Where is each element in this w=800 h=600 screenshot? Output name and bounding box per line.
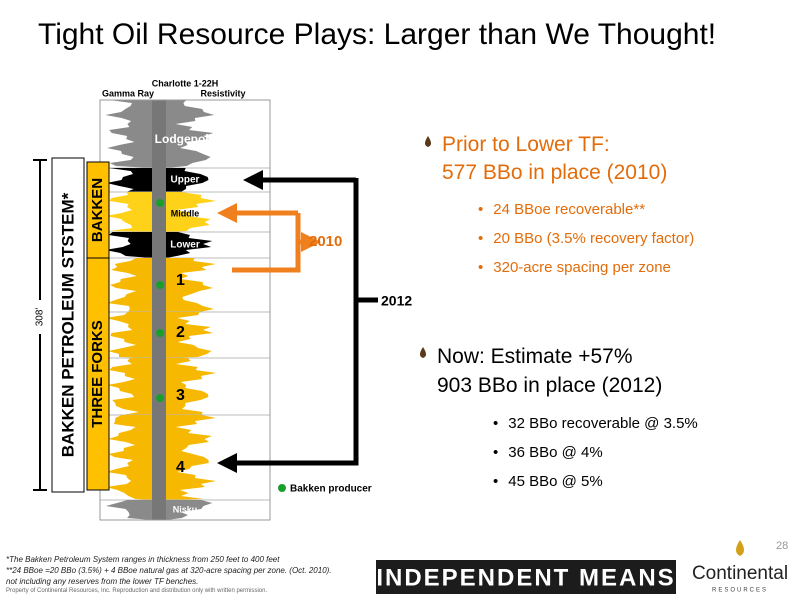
bullet: • 36 BBo @ 4% [493,438,698,467]
bullet: • 32 BBo recoverable @ 3.5% [493,409,698,438]
footnote: not including any reserves from the lowe… [6,577,199,586]
resistivity-fill [166,500,213,520]
gamma-fill [106,168,152,192]
bullet-list: • 32 BBo recoverable @ 3.5% • 36 BBo @ 4% • 4… [493,409,698,496]
bullet: • 45 BBo @ 5% [493,467,698,496]
bullet-text: 20 BBo (3.5% recovery factor) [493,230,695,247]
system-box [51,157,85,493]
resistivity-fill [166,258,216,312]
bullet: • 20 BBo (3.5% recovery factor) [478,224,694,253]
formation-label: Lower [170,240,200,251]
track-label: Resistivity [200,88,245,98]
bullet-text: 24 BBoe recoverable** [493,201,646,218]
gamma-fill [105,232,152,258]
gamma-fill [107,258,152,312]
legend-dot [278,484,286,492]
bullet-dot: • [478,201,484,218]
producer-dot [156,394,164,402]
resistivity-fill [166,100,215,168]
resistivity-fill [166,192,217,232]
page-number: 28 [776,540,789,552]
arrow-2012 [217,178,359,473]
formation-label: Lodgepole [155,132,216,146]
system-label: BAKKEN PETROLEUM STSTEM* [58,192,77,457]
gamma-fill [106,415,152,500]
formation-label: 3 [176,387,185,404]
footer-banner [376,560,676,594]
logo: Continental [692,563,788,584]
producer-dot [156,281,164,289]
bullet-icons [420,136,431,358]
producer-dot [156,329,164,337]
logo-sub: RESOURCES [712,588,768,594]
footer-banner-text: INDEPENDENT MEANS [376,564,675,591]
legend-label: Bakken producer [290,484,372,495]
arrow-label: 2012 [381,293,412,309]
arrow-label: 2010 [309,233,342,250]
formation-label: 4 [176,459,185,476]
resistivity-fill [166,358,217,415]
resistivity-fill [166,415,217,500]
slide-title: Tight Oil Resource Plays: Larger than We… [38,18,717,51]
resistivity-fill [166,168,209,192]
resistivity-fill [166,312,213,358]
label-bg [30,300,50,334]
bullet: • 24 BBoe recoverable** [478,195,694,224]
footnote: *The Bakken Petroleum System ranges in t… [6,555,280,564]
section-heading: 577 BBo in place (2010) [442,161,668,184]
thickness-label: 308' [35,308,46,327]
bullet-text: 45 BBo @ 5% [508,473,603,490]
gamma-fill [105,100,152,168]
bullet-text: 320-acre spacing per zone [493,259,671,276]
bullet-dot: • [493,473,499,490]
bullet-dot: • [478,259,484,276]
bakken-label: BAKKEN [89,178,106,242]
bullet: • 320-acre spacing per zone [478,253,694,282]
gamma-fill [105,192,152,232]
bullet-dot: • [493,444,499,461]
gamma-fill [105,312,152,358]
formation-label: 1 [176,272,185,289]
bullet-text: 36 BBo @ 4% [508,444,603,461]
track-label: Gamma Ray [102,88,154,98]
resistivity-fill [166,232,213,258]
bullet-dot: • [478,230,484,247]
footnote: **24 BBoe =20 BBo (3.5%) + 4 BBoe natura… [6,566,332,575]
footnote: Property of Continental Resources, Inc. … [6,588,268,594]
three-forks-label: THREE FORKS [89,320,106,428]
logo-drop [736,540,744,556]
gamma-fill [107,358,152,415]
three-forks-bar [86,257,110,491]
bullet-text: 32 BBo recoverable @ 3.5% [508,415,698,432]
log-zones: Lodgepole Upper Middle Lower 1 2 3 4 Nisku [100,100,270,521]
section-heading: Prior to Lower TF: [442,133,610,156]
formation-label: Upper [171,175,200,186]
section-heading: 903 BBo in place (2012) [437,374,663,397]
formation-label: Middle [171,208,200,218]
arrow-2010 [232,210,306,273]
gamma-fill [105,500,152,520]
producer-dot [156,199,164,207]
bullet-dot: • [493,415,499,432]
section-heading: Now: Estimate +57% [437,345,633,368]
formation-label: 2 [176,324,185,341]
formation-label: Nisku [173,504,198,514]
center-track [152,100,166,520]
bullet-list: • 24 BBoe recoverable** • 20 BBo (3.5% reco… [478,195,694,282]
well-name: Charlotte 1-22H [152,78,219,88]
